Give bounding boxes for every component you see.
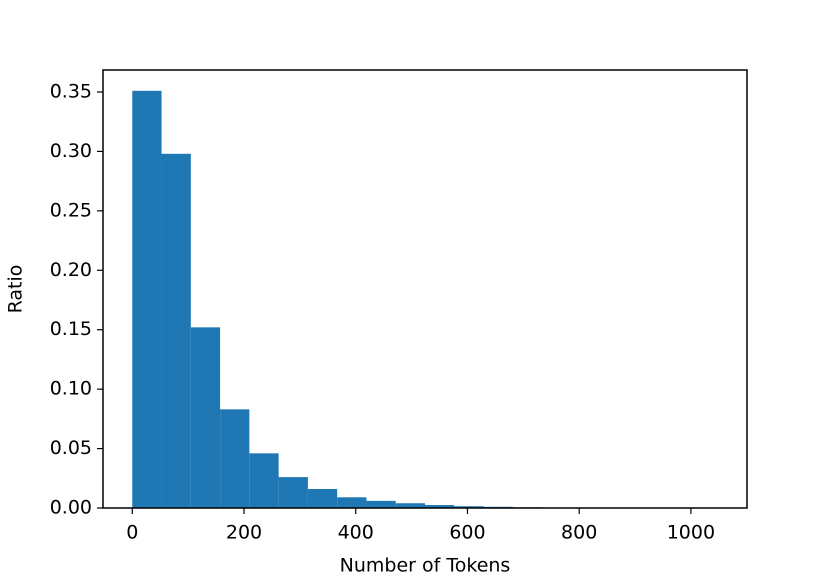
x-tick-label: 0	[126, 522, 138, 544]
bar	[454, 506, 484, 508]
bar	[307, 488, 338, 508]
bar	[278, 477, 308, 508]
bar	[161, 153, 191, 508]
bar	[337, 497, 367, 508]
y-axis-label: Ratio	[5, 265, 27, 314]
x-tick-label: 1000	[667, 522, 715, 544]
y-tick-label: 0.15	[50, 318, 92, 340]
y-tick-label: 0.10	[50, 378, 92, 400]
y-tick-label: 0.05	[50, 437, 92, 459]
bar	[395, 503, 425, 508]
x-tick-label: 400	[338, 522, 374, 544]
y-tick-label: 0.20	[50, 259, 92, 281]
x-tick-label: 600	[449, 522, 485, 544]
x-tick-label: 800	[561, 522, 597, 544]
y-tick-label: 0.25	[50, 199, 92, 221]
x-tick-label: 200	[226, 522, 262, 544]
plot-frame	[102, 69, 748, 509]
bar	[190, 327, 221, 508]
bar	[220, 409, 250, 508]
bar	[249, 453, 279, 508]
bar	[132, 90, 162, 509]
y-tick-label: 0.00	[50, 497, 92, 519]
y-tick-label: 0.35	[50, 80, 92, 102]
x-axis-label: Number of Tokens	[340, 555, 511, 577]
y-tick-label: 0.30	[50, 140, 92, 162]
bar	[425, 505, 455, 508]
bar	[366, 500, 396, 508]
